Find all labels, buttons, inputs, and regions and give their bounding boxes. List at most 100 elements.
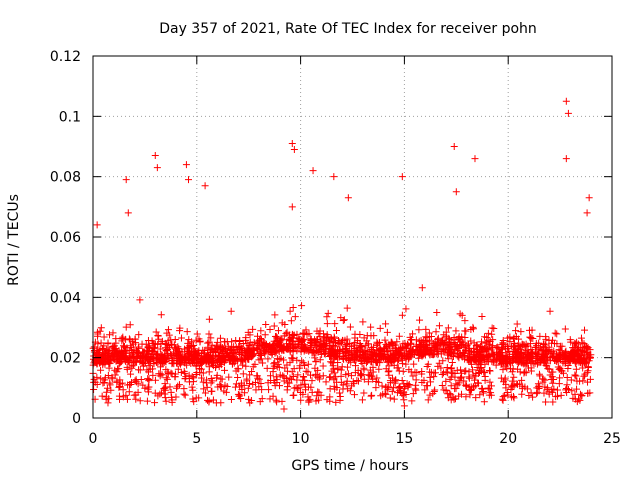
data-point-notable [309, 167, 317, 175]
x-tick-label: 15 [395, 431, 413, 447]
data-point [522, 343, 530, 351]
data-point [514, 365, 522, 373]
data-point [498, 395, 506, 403]
data-point [336, 389, 344, 397]
data-point [346, 323, 354, 331]
data-point [359, 318, 367, 326]
data-point [205, 315, 213, 323]
data-point [339, 345, 347, 353]
data-point [105, 364, 113, 372]
data-point [117, 358, 125, 366]
data-point [353, 346, 361, 354]
data-point [426, 391, 434, 399]
data-point [92, 349, 100, 357]
data-point [257, 355, 265, 363]
data-point [482, 346, 490, 354]
data-point [130, 355, 138, 363]
data-point-notable [124, 209, 132, 217]
data-point [444, 324, 452, 332]
data-point [442, 387, 450, 395]
data-point [331, 334, 339, 342]
data-point [462, 393, 470, 401]
data-point [413, 369, 421, 377]
axis-ticks [92, 55, 613, 419]
data-point [248, 345, 256, 353]
data-point [424, 360, 432, 368]
data-point [484, 329, 492, 337]
data-point [160, 354, 168, 362]
data-point [387, 379, 395, 387]
data-point [455, 354, 463, 362]
data-point [256, 336, 264, 344]
data-point [440, 369, 448, 377]
data-point [531, 349, 539, 357]
data-point [239, 370, 247, 378]
data-point [323, 396, 331, 404]
data-point [355, 377, 363, 385]
data-point [175, 381, 183, 389]
data-point [223, 350, 231, 358]
data-point [230, 349, 238, 357]
x-tick-label: 10 [292, 431, 310, 447]
y-tick-label: 0 [72, 411, 81, 427]
data-point [234, 374, 242, 382]
data-point [207, 345, 215, 353]
data-point [350, 391, 358, 399]
data-point [234, 365, 242, 373]
data-point [123, 363, 131, 371]
data-point [343, 341, 351, 349]
data-point [203, 396, 211, 404]
data-point [479, 389, 487, 397]
x-tick-label: 20 [499, 431, 517, 447]
data-point [158, 359, 166, 367]
data-point [427, 347, 435, 355]
data-point [504, 343, 512, 351]
data-point [342, 380, 350, 388]
data-point [232, 354, 240, 362]
data-point [578, 346, 586, 354]
data-point [445, 334, 453, 342]
data-point [261, 348, 269, 356]
data-point [427, 333, 435, 341]
data-point [152, 328, 160, 336]
data-point [536, 372, 544, 380]
data-point [403, 345, 411, 353]
data-point [467, 386, 475, 394]
y-tick-labels: 0 0.02 0.04 0.06 0.08 0.1 0.12 [50, 49, 81, 427]
data-point [458, 311, 466, 319]
data-point [207, 374, 215, 382]
data-point [563, 374, 571, 382]
data-point [298, 357, 306, 365]
data-point [199, 378, 207, 386]
y-tick-label: 0.04 [50, 290, 81, 306]
data-point [131, 335, 139, 343]
data-point [306, 395, 314, 403]
data-point [329, 365, 337, 373]
data-point [275, 355, 283, 363]
data-point [207, 359, 215, 367]
data-point [188, 373, 196, 381]
data-point [478, 384, 486, 392]
data-point [358, 371, 366, 379]
data-point [242, 362, 250, 370]
data-point [218, 357, 226, 365]
data-point [116, 395, 124, 403]
data-point [458, 390, 466, 398]
data-point [278, 397, 286, 405]
data-point [376, 359, 384, 367]
data-point [578, 391, 586, 399]
data-point [468, 347, 476, 355]
data-point [332, 326, 340, 334]
data-point-notable [182, 161, 190, 169]
data-point [489, 336, 497, 344]
data-point [562, 347, 570, 355]
data-point [127, 379, 135, 387]
data-point [316, 356, 324, 364]
data-point [373, 374, 381, 382]
data-point [502, 355, 510, 363]
data-point-notable [564, 109, 572, 117]
y-tick-label: 0.12 [50, 49, 81, 65]
data-point [176, 327, 184, 335]
data-point [129, 349, 137, 357]
